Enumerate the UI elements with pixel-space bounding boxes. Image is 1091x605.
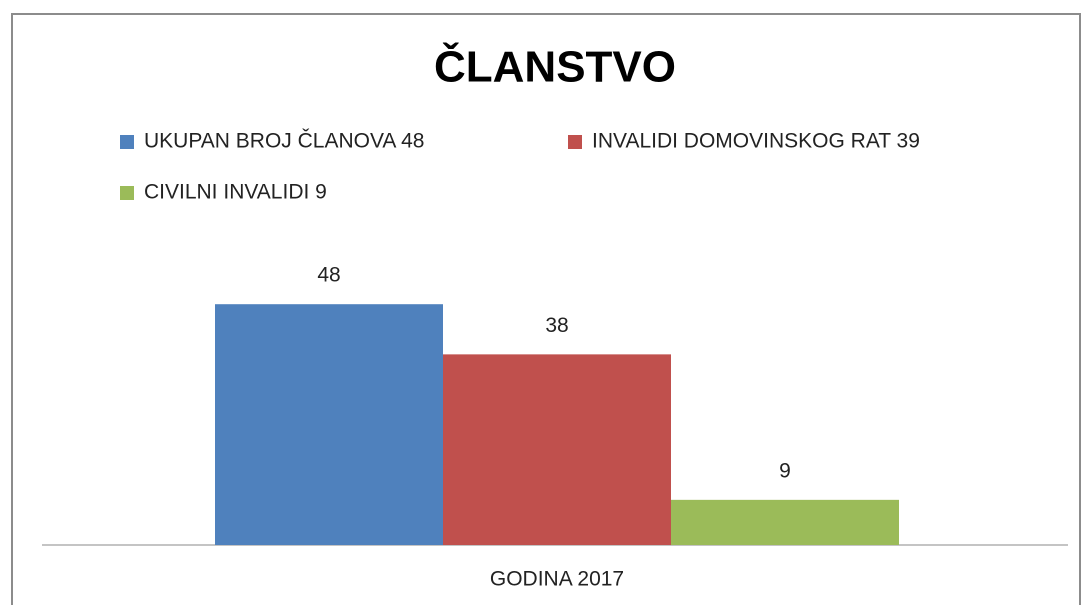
legend-label: CIVILNI INVALIDI 9 bbox=[144, 181, 327, 204]
data-label: 48 bbox=[317, 264, 340, 287]
legend-label: UKUPAN BROJ ČLANOVA 48 bbox=[144, 130, 424, 153]
legend-label: INVALIDI DOMOVINSKOG RAT 39 bbox=[592, 130, 920, 153]
legend-swatch bbox=[120, 186, 134, 200]
x-tick-label: GODINA 2017 bbox=[490, 568, 624, 591]
bar bbox=[215, 304, 443, 545]
bar bbox=[443, 354, 671, 545]
data-label: 38 bbox=[545, 314, 568, 337]
legend-swatch bbox=[120, 135, 134, 149]
legend-swatch bbox=[568, 135, 582, 149]
data-label: 9 bbox=[779, 459, 791, 482]
chart-title: ČLANSTVO bbox=[434, 41, 676, 92]
bar bbox=[671, 499, 899, 545]
